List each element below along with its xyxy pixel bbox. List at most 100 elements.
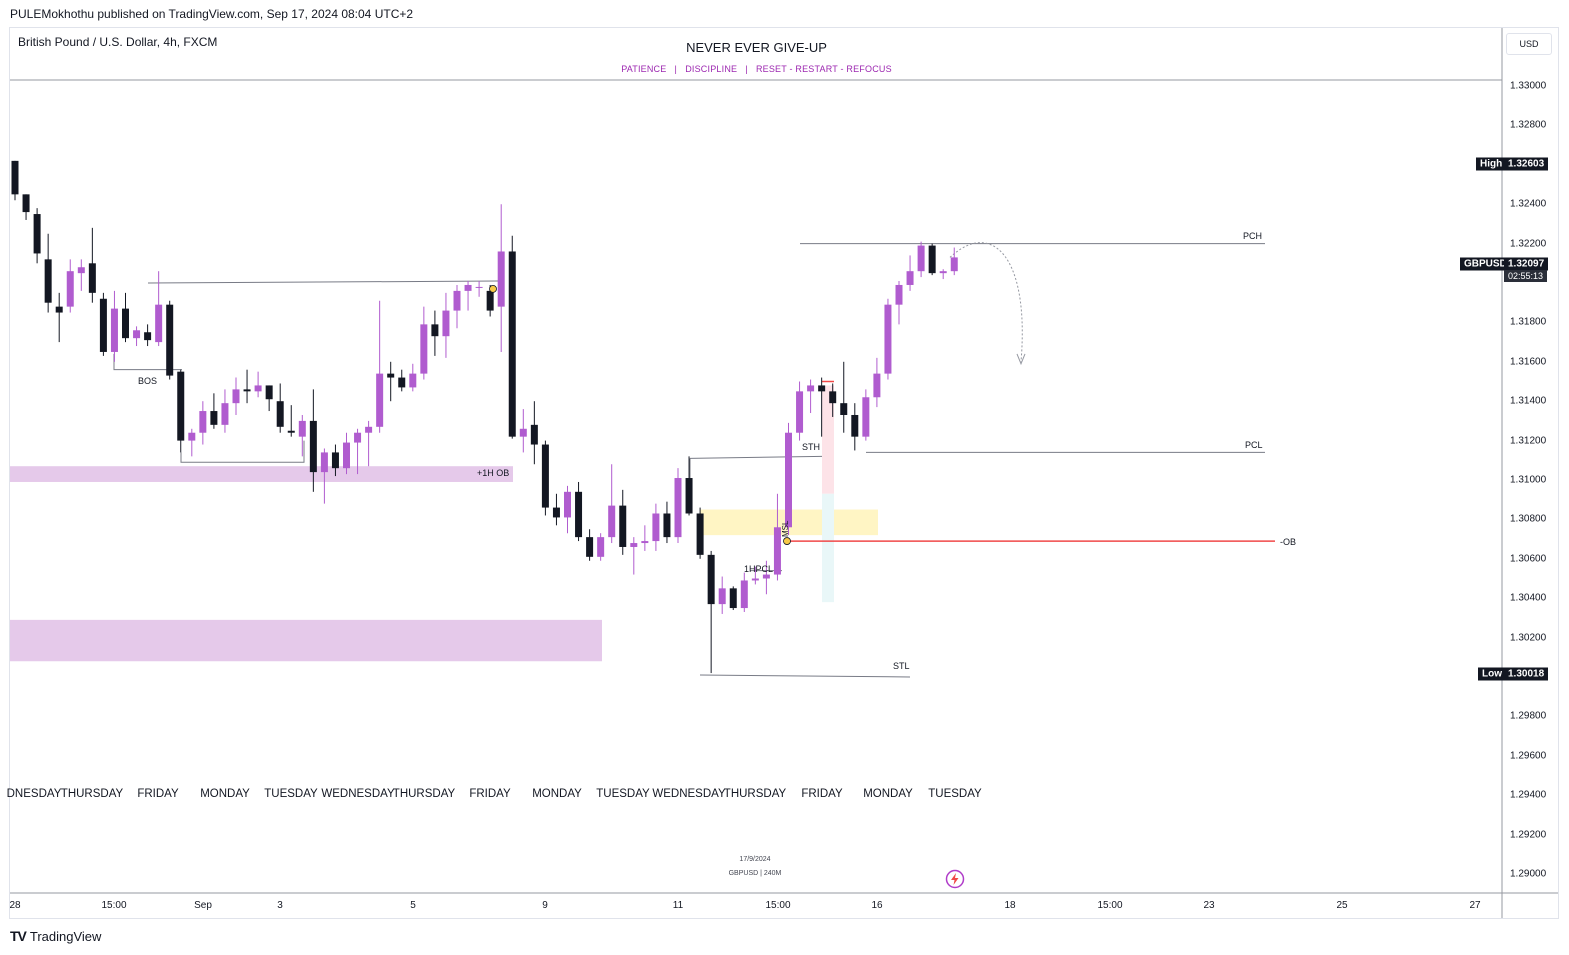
candle-body xyxy=(188,432,196,441)
candle-body xyxy=(287,430,295,433)
candle-body xyxy=(88,263,96,293)
candle-body xyxy=(928,245,936,274)
candle-body xyxy=(873,373,881,398)
candle-body xyxy=(619,505,627,547)
price-tick: 1.32200 xyxy=(1510,238,1547,250)
ob-1h-zone xyxy=(10,466,513,482)
day-label: THURSDAY xyxy=(723,788,787,800)
candle-body xyxy=(298,420,306,437)
date-tick: 5 xyxy=(410,900,416,911)
symbol-price-tag: GBPUSD xyxy=(1460,257,1511,271)
candle-body xyxy=(917,245,925,272)
candle-body xyxy=(663,513,671,538)
pcl-1h-label: 1HPCL xyxy=(744,564,774,574)
chart-title: NEVER EVER GIVE-UP xyxy=(686,40,827,55)
demand-zone xyxy=(10,619,602,662)
candle-body xyxy=(155,304,163,343)
date-tick: 3 xyxy=(277,900,283,911)
watermark-date: 17/9/2024 xyxy=(739,856,771,863)
chart-frame xyxy=(9,27,1559,919)
price-tick: 1.30800 xyxy=(1510,513,1547,525)
day-label: FRIDAY xyxy=(137,788,179,800)
candle-body xyxy=(796,391,804,433)
candle-body xyxy=(718,588,726,605)
day-label: WEDNESDAY xyxy=(321,788,395,800)
candle-body xyxy=(343,442,350,469)
lightning-bolt-icon[interactable] xyxy=(945,869,965,889)
candle-body xyxy=(707,554,715,605)
candle-body xyxy=(243,389,251,392)
price-tick: 1.31000 xyxy=(1510,474,1547,486)
price-tick: 1.29800 xyxy=(1510,710,1547,722)
candle-body xyxy=(939,271,947,274)
msl-label: MSL xyxy=(781,520,790,537)
day-label: TUESDAY xyxy=(264,788,318,800)
candle-body xyxy=(122,308,129,339)
projection-path xyxy=(949,242,1023,362)
candle-body xyxy=(906,271,914,285)
date-tick: 9 xyxy=(542,900,548,911)
day-label: MONDAY xyxy=(863,788,913,800)
alert-marker-icon xyxy=(489,285,497,293)
price-tick: 1.30400 xyxy=(1510,592,1547,604)
day-label: THURSDAY xyxy=(392,788,456,800)
candle-body xyxy=(398,377,406,388)
low-tag-label: Low xyxy=(1478,667,1506,681)
last-price-tag: 1.32097 xyxy=(1504,257,1549,271)
candle-body xyxy=(199,411,207,433)
candle-body xyxy=(486,290,494,311)
tradingview-logo[interactable]: TV TradingView xyxy=(10,928,101,944)
candle-body xyxy=(696,513,704,555)
day-label: FRIDAY xyxy=(469,788,511,800)
stl-label: STL xyxy=(893,661,910,671)
candle-body xyxy=(265,385,273,400)
sth-line xyxy=(689,455,823,459)
price-tick: 1.29200 xyxy=(1510,829,1547,841)
candle-body xyxy=(884,304,892,374)
candle-body xyxy=(818,385,826,392)
candle-body xyxy=(232,389,240,404)
currency-button[interactable]: USD xyxy=(1506,33,1552,55)
price-tick: 1.32400 xyxy=(1510,198,1547,210)
candle-body xyxy=(453,290,461,311)
price-tick: 1.31600 xyxy=(1510,356,1547,368)
price-tick: 1.31800 xyxy=(1510,316,1547,328)
candle-body xyxy=(55,306,63,313)
candle-body xyxy=(541,444,549,508)
candle-body xyxy=(420,324,428,374)
candle-body xyxy=(133,330,141,339)
chart-subtitle: PATIENCE | DISCIPLINE | RESET - RESTART … xyxy=(621,64,892,74)
day-label: MONDAY xyxy=(532,788,582,800)
date-tick: 27 xyxy=(1469,900,1481,911)
date-tick: 15:00 xyxy=(101,900,127,911)
candle-body xyxy=(597,537,605,557)
date-tick: 18 xyxy=(1004,900,1016,911)
candle-body xyxy=(442,310,450,337)
countdown-tag: 02:55:13 xyxy=(1504,270,1548,282)
day-label: DNESDAY xyxy=(6,788,62,800)
candle-body xyxy=(110,308,118,352)
candle-body xyxy=(464,284,472,291)
high-tag-label: High xyxy=(1476,157,1507,171)
price-tick: 1.31400 xyxy=(1510,395,1547,407)
day-label: TUESDAY xyxy=(928,788,982,800)
candle-body xyxy=(354,432,362,443)
candle-body xyxy=(829,391,837,404)
candle-body xyxy=(630,543,638,547)
candle-body xyxy=(564,491,571,518)
candle-body xyxy=(575,491,583,538)
watermark-symbol: GBPUSD | 240M xyxy=(728,870,782,877)
candle-body xyxy=(22,194,30,213)
candle-body xyxy=(751,578,759,581)
candle-body xyxy=(11,160,19,195)
pch-label: PCH xyxy=(1243,231,1263,241)
candle-body xyxy=(166,304,174,376)
candle-body xyxy=(144,332,152,341)
candle-body xyxy=(674,478,682,538)
candle-body xyxy=(475,286,483,288)
candle-body xyxy=(652,513,660,542)
price-tick: 1.30600 xyxy=(1510,553,1547,565)
date-tick: 15:00 xyxy=(1097,900,1123,911)
stl-line xyxy=(699,674,911,678)
